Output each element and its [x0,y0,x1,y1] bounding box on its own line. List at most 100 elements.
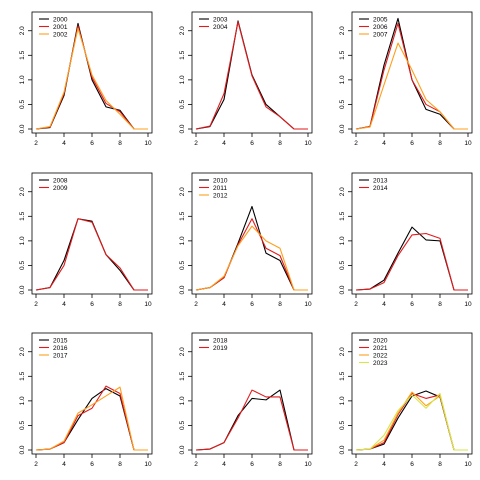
y-tick-label: 0.5 [339,421,346,430]
legend-label: 2013 [373,177,388,184]
legend-label: 2004 [213,24,228,31]
y-tick-label: 1.0 [339,236,346,245]
y-tick-label: 0.5 [179,261,186,270]
x-tick-label: 2 [34,140,38,147]
y-tick-label: 0.0 [179,285,186,294]
series-line-2022 [355,391,468,451]
y-tick-label: 1.5 [179,371,186,380]
series-line-2002 [35,27,148,130]
legend-label: 2020 [373,337,388,344]
y-tick-label: 1.5 [19,371,26,380]
y-tick-label: 1.5 [339,50,346,59]
legend-label: 2011 [213,185,227,192]
x-tick-label: 8 [278,461,282,468]
y-tick-label: 2.0 [19,187,26,196]
legend-label: 2006 [373,24,388,31]
x-tick-label: 4 [62,301,66,308]
y-tick-label: 0.0 [339,124,346,133]
series-line-2014 [355,232,468,291]
x-tick-label: 4 [222,461,226,468]
plot-frame [191,332,313,455]
y-tick-label: 1.0 [19,236,26,245]
legend-label: 2005 [373,16,388,23]
y-tick-label: 2.0 [19,26,26,35]
y-tick-label: 1.5 [19,50,26,59]
x-tick-label: 10 [304,301,312,308]
series-line-2016 [35,385,148,451]
x-tick-label: 4 [62,461,66,468]
series-line-2011 [195,218,308,291]
x-tick-label: 2 [354,301,358,308]
x-tick-label: 10 [464,140,472,147]
legend-label: 2012 [213,192,228,199]
x-tick-label: 6 [90,140,94,147]
legend-label: 2014 [373,185,388,192]
y-tick-label: 1.5 [339,211,346,220]
legend-label: 2019 [213,345,228,352]
y-tick-label: 1.0 [19,75,26,84]
legend-label: 2003 [213,16,228,23]
plot-frame [351,172,473,295]
y-tick-label: 0.0 [19,124,26,133]
legend-label: 2021 [373,345,388,352]
y-tick-label: 0.0 [179,124,186,133]
y-tick-label: 2.0 [19,347,26,356]
plot-frame [191,172,313,295]
legend-label: 2018 [213,337,228,344]
y-tick-label: 1.0 [339,396,346,405]
legend-label: 2002 [53,31,68,38]
x-tick-label: 2 [194,461,198,468]
x-tick-label: 2 [194,140,198,147]
y-tick-label: 1.0 [179,396,186,405]
x-tick-label: 10 [464,461,472,468]
x-tick-label: 6 [410,140,414,147]
plot-frame [191,11,313,134]
y-tick-label: 0.0 [339,445,346,454]
x-tick-label: 8 [118,461,122,468]
y-tick-label: 0.0 [339,285,346,294]
x-tick-label: 4 [222,140,226,147]
x-tick-label: 2 [354,461,358,468]
x-tick-label: 10 [304,461,312,468]
x-tick-label: 10 [144,140,152,147]
series-line-2017 [35,386,148,451]
y-tick-label: 2.0 [179,26,186,35]
x-tick-label: 6 [410,301,414,308]
y-tick-label: 0.5 [339,100,346,109]
x-tick-label: 10 [304,140,312,147]
y-tick-label: 1.5 [179,50,186,59]
y-tick-label: 1.5 [179,211,186,220]
x-tick-label: 2 [194,301,198,308]
legend-label: 2007 [373,31,388,38]
x-tick-label: 8 [438,140,442,147]
x-tick-label: 8 [278,140,282,147]
legend-label: 2000 [53,16,68,23]
series-line-2006 [355,22,468,130]
series-line-2007 [355,42,468,130]
x-tick-label: 6 [250,140,254,147]
x-tick-label: 8 [438,301,442,308]
series-line-2004 [195,21,308,130]
y-tick-label: 1.5 [339,371,346,380]
y-tick-label: 1.0 [339,75,346,84]
x-tick-label: 2 [34,461,38,468]
plot-frame [31,172,153,295]
y-tick-label: 0.5 [19,100,26,109]
series-line-2019 [195,389,308,451]
y-tick-label: 0.5 [179,421,186,430]
x-tick-label: 6 [90,461,94,468]
legend-label: 2016 [53,345,68,352]
legend-label: 2008 [53,177,68,184]
plot-frame [31,332,153,455]
legend-label: 2022 [373,352,388,359]
x-tick-label: 8 [438,461,442,468]
y-tick-label: 1.0 [179,75,186,84]
